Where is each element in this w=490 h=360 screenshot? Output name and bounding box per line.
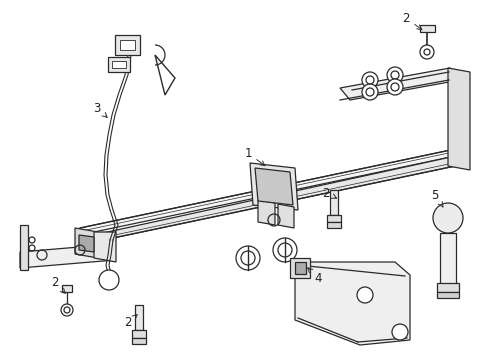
Circle shape bbox=[433, 203, 463, 233]
Polygon shape bbox=[75, 228, 98, 258]
Polygon shape bbox=[132, 330, 146, 338]
Polygon shape bbox=[255, 168, 293, 205]
Polygon shape bbox=[80, 148, 460, 235]
Polygon shape bbox=[327, 215, 341, 222]
Circle shape bbox=[420, 45, 434, 59]
Polygon shape bbox=[327, 222, 341, 228]
Polygon shape bbox=[79, 235, 94, 252]
Polygon shape bbox=[120, 40, 135, 50]
Polygon shape bbox=[448, 68, 470, 170]
Circle shape bbox=[387, 67, 403, 83]
Circle shape bbox=[362, 84, 378, 100]
Polygon shape bbox=[295, 262, 410, 345]
Circle shape bbox=[99, 270, 119, 290]
Circle shape bbox=[357, 287, 373, 303]
Text: 2: 2 bbox=[124, 315, 137, 329]
Polygon shape bbox=[20, 225, 28, 270]
Polygon shape bbox=[135, 305, 143, 330]
Polygon shape bbox=[295, 262, 306, 274]
Text: 2: 2 bbox=[402, 12, 422, 30]
Polygon shape bbox=[250, 163, 298, 210]
Polygon shape bbox=[440, 233, 456, 285]
Polygon shape bbox=[20, 244, 115, 268]
Text: 1: 1 bbox=[244, 147, 265, 166]
Polygon shape bbox=[340, 68, 460, 100]
Text: 2: 2 bbox=[51, 276, 65, 293]
Polygon shape bbox=[112, 61, 126, 68]
Circle shape bbox=[387, 79, 403, 95]
Polygon shape bbox=[94, 232, 116, 262]
Text: 5: 5 bbox=[431, 189, 443, 207]
Polygon shape bbox=[437, 292, 459, 298]
Polygon shape bbox=[115, 35, 140, 55]
Polygon shape bbox=[437, 283, 459, 292]
Polygon shape bbox=[80, 155, 460, 245]
Polygon shape bbox=[278, 204, 294, 228]
Text: 4: 4 bbox=[308, 268, 322, 284]
Circle shape bbox=[392, 324, 408, 340]
Circle shape bbox=[362, 72, 378, 88]
Polygon shape bbox=[290, 258, 310, 278]
Polygon shape bbox=[132, 338, 146, 344]
Polygon shape bbox=[420, 25, 435, 32]
Text: 2: 2 bbox=[322, 186, 337, 199]
Text: 3: 3 bbox=[93, 102, 107, 117]
Polygon shape bbox=[108, 57, 130, 72]
Polygon shape bbox=[62, 285, 72, 292]
Polygon shape bbox=[258, 200, 275, 225]
Polygon shape bbox=[330, 190, 338, 215]
Circle shape bbox=[61, 304, 73, 316]
